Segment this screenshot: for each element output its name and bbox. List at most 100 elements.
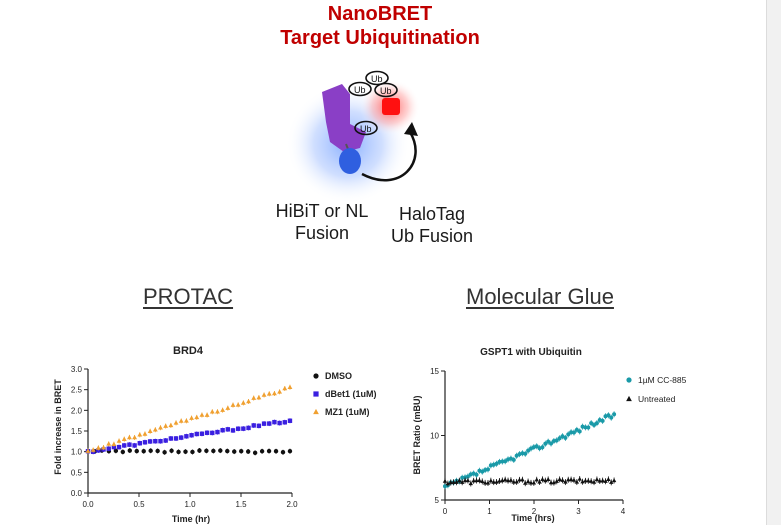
legend-entry: Untreated (638, 394, 676, 404)
data-point (563, 479, 568, 484)
data-point (462, 478, 468, 483)
data-point (235, 426, 241, 431)
data-point (153, 438, 158, 444)
data-point (554, 478, 559, 483)
data-point (571, 430, 576, 435)
data-point (545, 477, 551, 482)
data-point (245, 449, 251, 454)
data-point (287, 384, 293, 390)
data-point (90, 447, 96, 452)
data-point (603, 478, 608, 483)
data-point (600, 418, 605, 423)
y-tick-label: 1.0 (71, 448, 83, 457)
y-tick-label: 15 (430, 367, 439, 376)
data-point (606, 476, 611, 481)
x-tick-label: 1.5 (235, 500, 247, 509)
nl-fusion-label-line1: HiBiT or NL (275, 201, 369, 221)
data-point (571, 477, 577, 482)
data-point (534, 444, 539, 449)
data-point (609, 415, 614, 420)
data-point (566, 477, 571, 482)
data-point (132, 443, 137, 448)
data-point (563, 435, 568, 440)
data-point (127, 448, 132, 453)
data-point (272, 419, 277, 425)
data-point (246, 398, 251, 404)
data-point (586, 478, 591, 483)
data-point (537, 479, 542, 484)
data-point (169, 448, 174, 453)
data-point (199, 431, 205, 436)
data-point (183, 449, 188, 454)
halotag-square (382, 98, 400, 115)
data-point (189, 415, 194, 420)
data-point (503, 459, 508, 464)
data-point (239, 449, 244, 454)
data-point (491, 479, 496, 484)
data-point (137, 441, 142, 446)
data-point (106, 441, 112, 446)
data-point (179, 435, 184, 440)
data-point (557, 476, 562, 481)
data-point (566, 432, 571, 437)
data-point (592, 422, 597, 427)
data-point (158, 439, 163, 444)
data-point (589, 421, 594, 426)
data-point (569, 430, 574, 435)
data-point (445, 481, 451, 486)
data-point (528, 480, 534, 485)
data-point (241, 426, 246, 431)
data-point (540, 476, 545, 481)
data-point (158, 425, 163, 430)
data-point (442, 478, 448, 483)
data-point (132, 434, 138, 440)
data-point (577, 429, 582, 434)
x-tick-label: 1.0 (184, 500, 196, 509)
x-tick-label: 0.0 (82, 500, 94, 509)
data-point (106, 446, 111, 451)
data-point (272, 390, 277, 396)
ub-label: Ub (354, 85, 366, 95)
data-point (577, 476, 582, 481)
data-point (215, 429, 220, 435)
data-point (520, 477, 525, 482)
data-point (502, 477, 508, 482)
data-point (261, 421, 267, 426)
data-point (586, 425, 591, 430)
data-point (287, 448, 293, 454)
data-point (494, 461, 499, 466)
data-point (163, 423, 169, 428)
data-point (111, 444, 117, 450)
data-point (609, 479, 614, 484)
legend-marker (313, 408, 319, 415)
data-point (594, 421, 599, 426)
data-point (554, 438, 559, 443)
data-point (457, 478, 462, 483)
x-tick-label: 2.0 (286, 500, 298, 509)
data-point (163, 438, 168, 443)
data-point (210, 430, 215, 436)
data-point (574, 479, 580, 484)
data-point (168, 422, 174, 428)
y-tick-label: 0.0 (71, 489, 83, 498)
legend-entry: MZ1 (1uM) (325, 407, 370, 417)
brd4-chart: BRD4 Fold increase in BRET Time (hr) 0.0… (53, 345, 377, 524)
gspt1-chart: GSPT1 with Ubiquitin BRET Ratio (mBU) Ti… (412, 347, 687, 523)
data-point (588, 478, 594, 483)
data-point (549, 441, 554, 446)
x-axis-label: Time (hrs) (511, 513, 554, 523)
bret-arrow (361, 131, 417, 182)
data-point (514, 479, 519, 484)
data-point (480, 479, 485, 484)
data-point (591, 479, 597, 484)
data-point (583, 478, 588, 483)
data-point (148, 448, 153, 453)
data-point (230, 428, 236, 433)
halotag-label-line2: Ub Fusion (390, 226, 474, 246)
data-point (531, 480, 537, 485)
data-point (548, 480, 554, 485)
x-axis-label: Time (hr) (172, 514, 210, 524)
bret-arrowhead (404, 122, 418, 136)
legend-entry: DMSO (325, 371, 352, 381)
data-point (113, 448, 119, 454)
